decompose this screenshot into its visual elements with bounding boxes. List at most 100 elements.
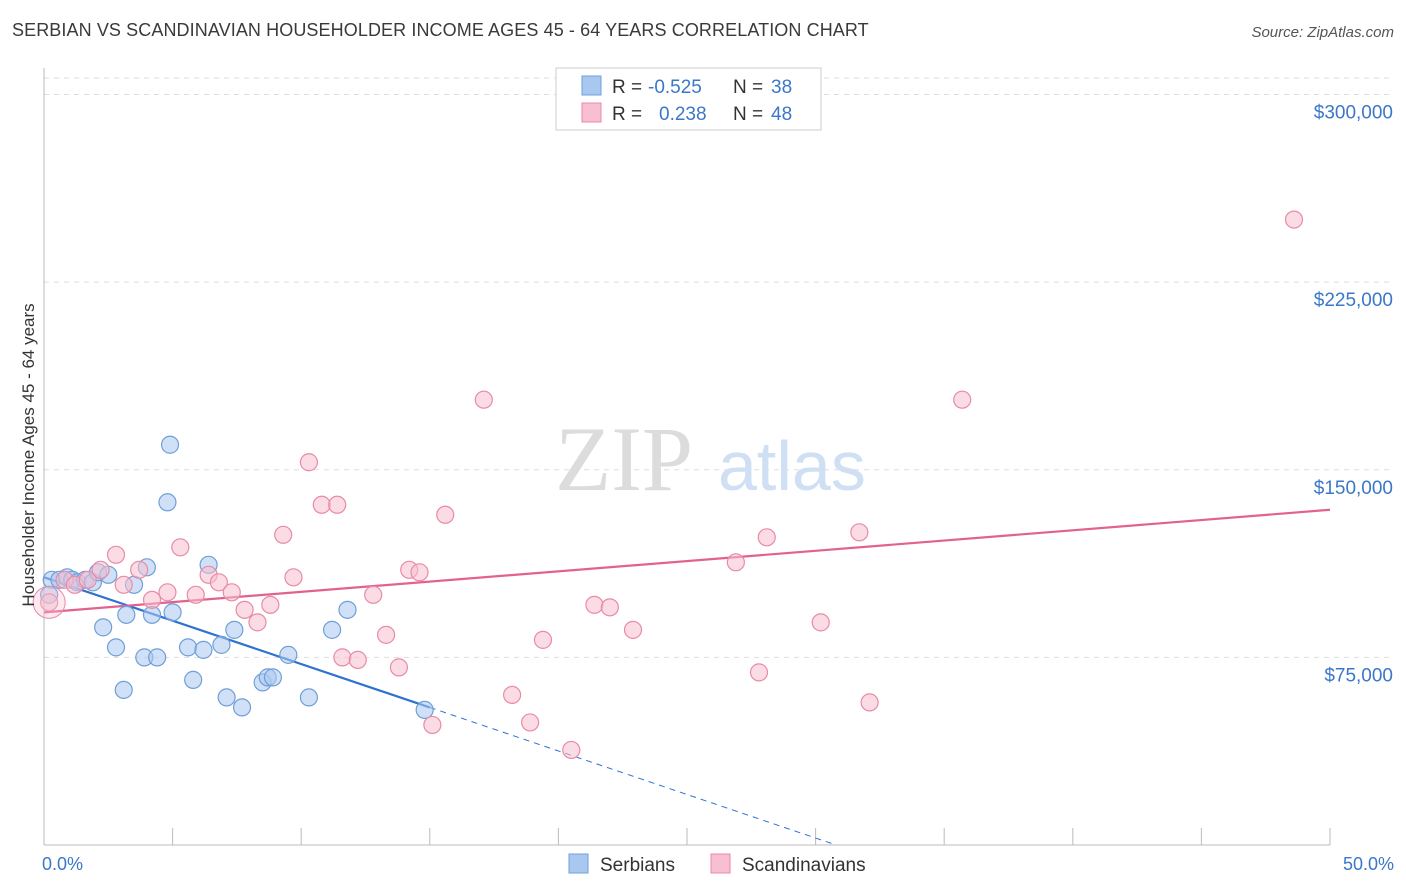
legend-n-label-serbians: N = (733, 77, 763, 98)
y-tick-label: $75,000 (1324, 665, 1393, 686)
serbians-point (279, 645, 298, 664)
scandinavians-point (503, 685, 522, 705)
serbians-point (160, 435, 180, 454)
scandinavians-point (171, 538, 190, 557)
serbians-point (194, 640, 213, 659)
scandinavians-point (436, 505, 455, 524)
scandinavians-cluster-point (32, 585, 66, 619)
x-tick-label-max: 50.0% (1343, 854, 1394, 874)
x-axis-ticks (43, 828, 1331, 845)
scandinavians-point (40, 593, 59, 612)
scandinavians-trend-line (43, 508, 1331, 614)
scandinavians-point (600, 598, 619, 617)
serbians-point (299, 688, 319, 707)
scandinavians-point (130, 560, 149, 579)
serbians-point (212, 635, 231, 654)
serbians-trend-extension (429, 706, 837, 846)
scandinavians-point (348, 650, 367, 669)
scandinavians-point (284, 568, 303, 587)
scandinavians-point (274, 525, 293, 544)
legend-r-label-scandinavians: R = (612, 104, 642, 125)
scandinavians-point (389, 658, 409, 677)
scandinavians-point (78, 570, 97, 589)
scandinavians-point (860, 693, 879, 712)
chart-title: SERBIAN VS SCANDINAVIAN HOUSEHOLDER INCO… (12, 20, 869, 40)
scandinavians-point (757, 528, 776, 547)
scandinavians-point (328, 495, 347, 514)
scandinavians-point (953, 390, 972, 409)
bottom-legend-label-serbians: Serbians (600, 855, 675, 876)
scandinavians-point (114, 575, 133, 594)
serbians-point (217, 688, 236, 707)
serbians-point (148, 648, 167, 667)
legend-swatch-scandinavians (581, 102, 602, 123)
legend-n-value-scandinavians: 48 (771, 104, 792, 125)
serbians-point (106, 638, 126, 657)
scandinavians-point (376, 625, 396, 644)
scandinavians-point (562, 740, 581, 760)
stats-legend: R = -0.525 N = 38 R = 0.238 N = 48 (555, 67, 822, 131)
y-tick-label: $150,000 (1314, 478, 1393, 499)
scandinavians-point (749, 663, 769, 682)
y-axis-label: Householder Income Ages 45 - 64 years (19, 303, 38, 606)
serbians-point (322, 620, 342, 639)
source-label: Source: ZipAtlas.com (1251, 24, 1394, 41)
scandinavians-point (209, 573, 228, 592)
serbians-point (117, 605, 136, 624)
legend-n-label-scandinavians: N = (733, 104, 763, 125)
bottom-legend-label-scandinavians: Scandinavians (742, 855, 866, 876)
scandinavians-point (142, 590, 162, 609)
serbians-point (94, 618, 113, 637)
scandinavians-point (235, 600, 254, 619)
y-tick-labels: $75,000 $150,000 $225,000 $300,000 (1314, 103, 1393, 687)
scandinavians-point (623, 620, 643, 639)
scandinavians-point (186, 585, 205, 604)
scandinavians-point (364, 585, 383, 604)
scandinavians-points (32, 210, 1304, 760)
legend-swatch-serbians (581, 75, 602, 96)
scandinavians-point (299, 453, 319, 472)
serbians-point (163, 603, 182, 622)
watermark-zip: ZIP (555, 408, 693, 510)
y-tick-label: $225,000 (1314, 290, 1393, 311)
serbians-point (178, 638, 198, 657)
bottom-legend-swatch-scandinavians (710, 853, 731, 874)
scandinavians-point (261, 595, 280, 614)
serbians-point (232, 698, 252, 717)
scandinavians-point (850, 523, 869, 542)
scandinavians-point (533, 630, 553, 649)
grid-lines (44, 77, 1394, 658)
serbians-trend-line (43, 576, 431, 709)
serbians-point (184, 670, 203, 689)
scandinavians-point (811, 613, 830, 632)
legend-n-value-serbians: 38 (771, 77, 792, 98)
serbians-point (338, 600, 357, 619)
y-tick-label: $300,000 (1314, 103, 1393, 124)
trend-lines (43, 508, 1331, 846)
scandinavians-point (423, 715, 442, 735)
scandinavians-point (106, 545, 126, 564)
scandinavians-point (91, 560, 110, 579)
scandinavians-point (521, 713, 540, 732)
bottom-legend-swatch-serbians (568, 853, 589, 874)
scandinavians-point (158, 583, 177, 602)
x-tick-label-min: 0.0% (42, 854, 83, 874)
scandinavians-point (726, 553, 745, 572)
scandinavians-point (222, 583, 241, 602)
scandinavians-point (410, 563, 429, 582)
legend-r-value-scandinavians: 0.238 (659, 104, 707, 125)
watermark-atlas: atlas (718, 427, 866, 505)
scandinavians-point (312, 495, 331, 514)
scandinavians-point (585, 595, 604, 614)
scandinavians-point (1284, 210, 1304, 229)
scandinavians-point (248, 613, 267, 632)
scandinavians-point (474, 390, 493, 409)
serbians-point (263, 668, 283, 687)
serbians-point (158, 493, 177, 512)
legend-r-label-serbians: R = (612, 77, 642, 98)
legend-r-value-serbians: -0.525 (648, 77, 702, 98)
scandinavians-point (333, 648, 352, 667)
serbians-point (415, 700, 434, 720)
series-legend: Serbians Scandinavians (568, 853, 866, 876)
